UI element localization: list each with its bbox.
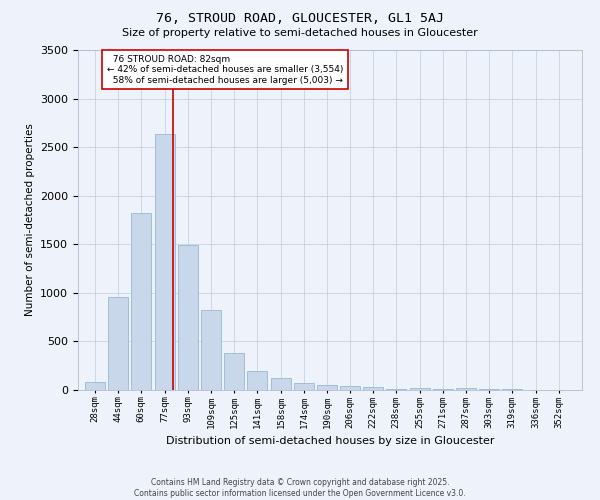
Text: 76 STROUD ROAD: 82sqm
← 42% of semi-detached houses are smaller (3,554)
  58% of: 76 STROUD ROAD: 82sqm ← 42% of semi-deta… — [107, 55, 343, 84]
Text: 76, STROUD ROAD, GLOUCESTER, GL1 5AJ: 76, STROUD ROAD, GLOUCESTER, GL1 5AJ — [156, 12, 444, 26]
Text: Contains HM Land Registry data © Crown copyright and database right 2025.
Contai: Contains HM Land Registry data © Crown c… — [134, 478, 466, 498]
Bar — [456, 388, 476, 390]
Bar — [247, 370, 267, 390]
Bar — [294, 382, 314, 390]
Bar — [340, 386, 360, 390]
Bar — [386, 389, 406, 390]
Bar — [155, 134, 175, 390]
Bar — [224, 353, 244, 390]
Bar — [433, 389, 453, 390]
Bar — [363, 388, 383, 390]
Text: Size of property relative to semi-detached houses in Gloucester: Size of property relative to semi-detach… — [122, 28, 478, 38]
Bar — [479, 389, 499, 390]
Bar — [85, 382, 105, 390]
Bar — [131, 213, 151, 390]
Y-axis label: Number of semi-detached properties: Number of semi-detached properties — [25, 124, 35, 316]
Bar — [178, 246, 198, 390]
Bar — [271, 378, 292, 390]
Bar — [201, 310, 221, 390]
X-axis label: Distribution of semi-detached houses by size in Gloucester: Distribution of semi-detached houses by … — [166, 436, 494, 446]
Bar — [317, 384, 337, 390]
Bar — [502, 389, 522, 390]
Bar — [410, 388, 430, 390]
Bar — [108, 296, 128, 390]
